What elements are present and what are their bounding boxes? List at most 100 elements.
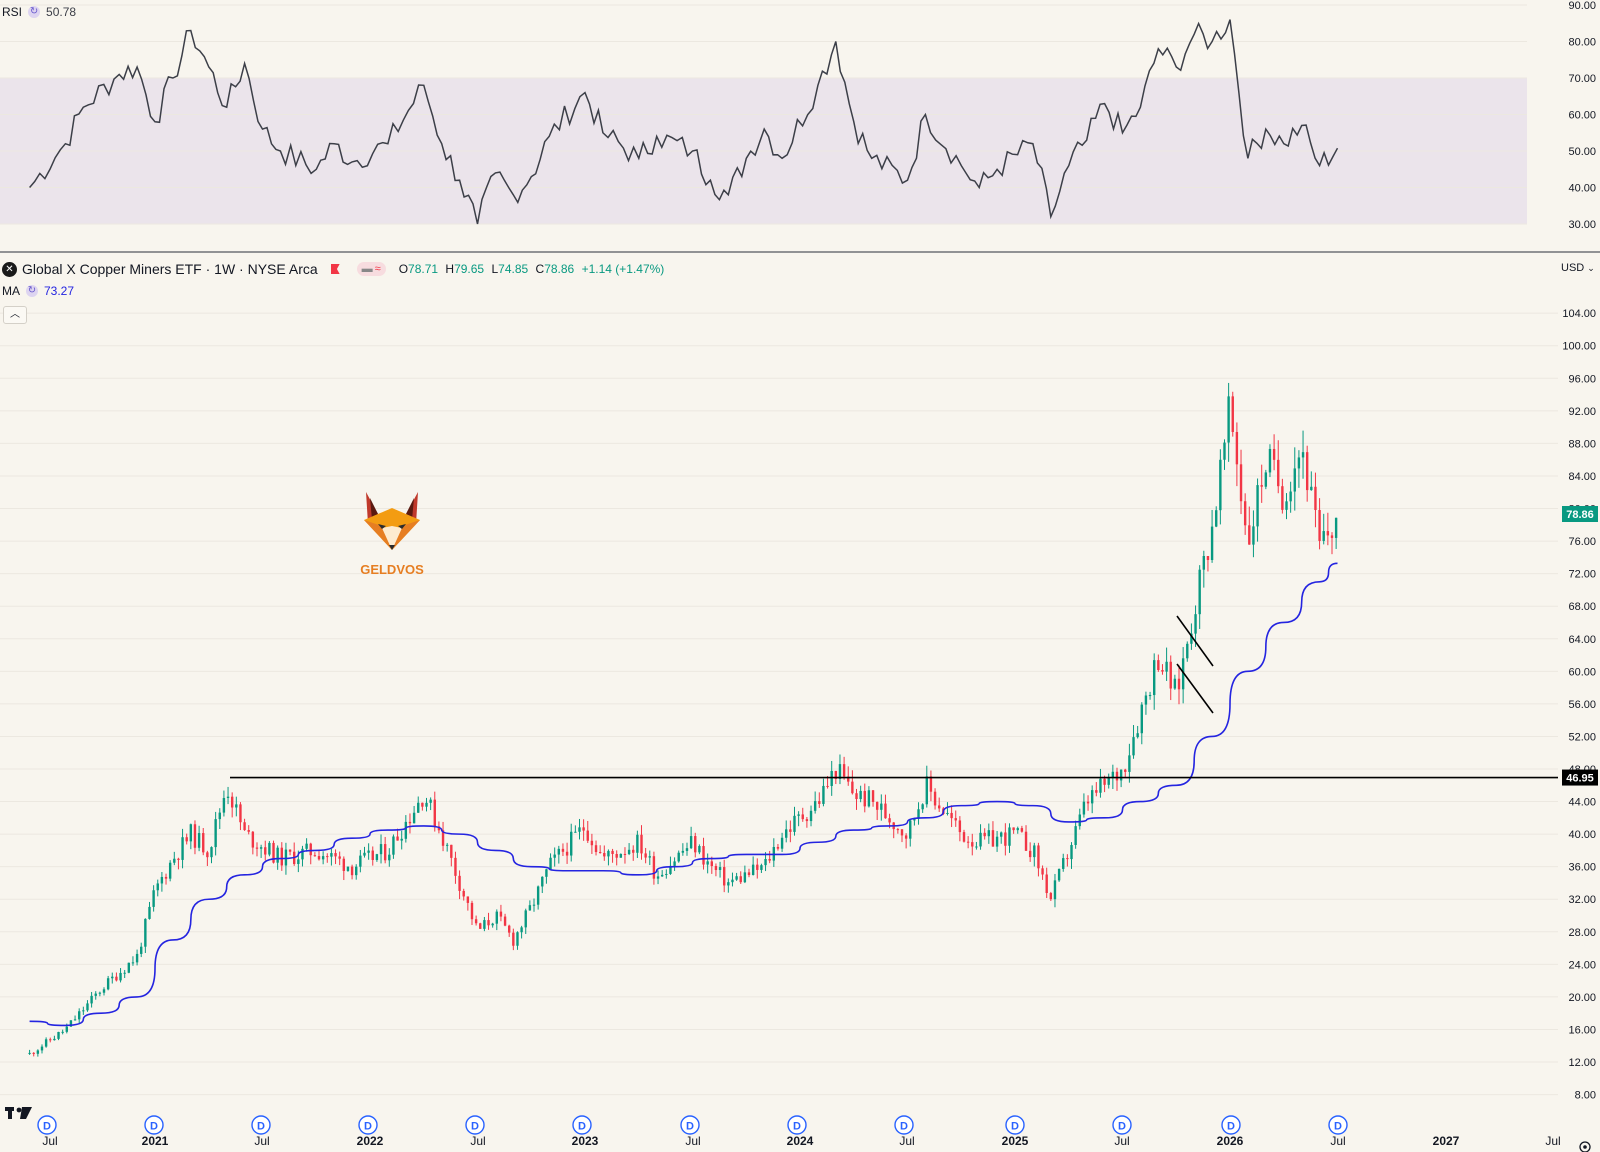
minus-icon[interactable]: ▬ <box>361 263 373 275</box>
candle-body <box>1070 844 1073 860</box>
indicator-toggle-pill[interactable]: ▬ ≈ <box>356 262 386 276</box>
candle-body <box>570 831 573 856</box>
candle-body <box>1256 485 1259 527</box>
candle-body <box>809 810 813 822</box>
dividend-marker-icon[interactable]: D <box>1221 1115 1241 1135</box>
last-price-badge <box>1562 506 1598 522</box>
candle-body <box>1161 669 1164 672</box>
candle-body <box>851 781 854 794</box>
tradingview-logo-icon[interactable] <box>5 1107 32 1119</box>
dividend-marker-icon[interactable]: D <box>144 1115 164 1135</box>
candle-body <box>727 882 730 886</box>
currency-select[interactable]: USD ⌄ <box>1561 262 1595 274</box>
ma-legend[interactable]: MA ↻ 73.27 <box>2 284 74 298</box>
candle-body <box>462 890 465 897</box>
candle-body <box>764 858 767 866</box>
candle-body <box>338 856 341 859</box>
flag-lower-trendline[interactable] <box>1176 663 1214 714</box>
candle-body <box>474 919 478 924</box>
candle-body <box>1202 555 1206 570</box>
candle-body <box>131 962 135 964</box>
candle-body <box>458 875 461 891</box>
candle-body <box>499 911 503 917</box>
price-legend[interactable]: ✕ Global X Copper Miners ETF · 1W · NYSE… <box>2 261 664 277</box>
candle-body <box>1198 569 1201 615</box>
dividend-marker-icon[interactable]: D <box>894 1115 914 1135</box>
candle-body <box>1041 868 1044 875</box>
x-tick-label: 2024 <box>787 1134 814 1148</box>
collapse-legend-button[interactable]: ︿ <box>3 306 27 324</box>
settings-gear-icon[interactable] <box>1579 1141 1591 1152</box>
candle-body <box>1239 464 1243 502</box>
candle-body <box>735 876 738 880</box>
x-tick-label: Jul <box>42 1134 57 1148</box>
candle-body <box>698 846 701 853</box>
candle-body <box>326 856 329 858</box>
candle-body <box>603 852 606 857</box>
candle-body <box>1157 660 1160 670</box>
symbol-title[interactable]: Global X Copper Miners ETF · 1W · NYSE A… <box>22 261 318 277</box>
candle-body <box>1264 472 1268 487</box>
candle-body <box>206 852 209 858</box>
candle-body <box>689 836 693 849</box>
candle-body <box>925 776 928 805</box>
wave-icon[interactable]: ≈ <box>374 263 381 275</box>
candle-body <box>1235 431 1239 465</box>
watermark-text: GELDVOS <box>360 562 424 577</box>
flag-icon[interactable] <box>330 264 340 274</box>
candle-body <box>77 1011 81 1020</box>
candle-body <box>1219 459 1222 511</box>
dividend-marker-label: D <box>793 1121 801 1133</box>
dividend-marker-icon[interactable]: D <box>787 1115 807 1135</box>
rsi-legend[interactable]: RSI ↻ 50.78 <box>2 5 76 19</box>
ma-refresh-icon[interactable]: ↻ <box>26 285 38 297</box>
candle-body <box>61 1031 64 1033</box>
candle-body <box>958 820 962 833</box>
candle-body <box>950 812 953 819</box>
dividend-marker-icon[interactable]: D <box>37 1115 57 1135</box>
candle-body <box>255 847 259 849</box>
dividend-marker-icon[interactable]: D <box>1005 1115 1025 1135</box>
rsi-refresh-icon[interactable]: ↻ <box>28 6 41 18</box>
candle-body <box>28 1052 31 1054</box>
flag-upper-trendline[interactable] <box>1176 615 1214 667</box>
candle-body <box>1334 517 1338 538</box>
candle-body <box>632 849 635 853</box>
price-y-axis: 104.00100.0096.0092.0088.0084.0080.0076.… <box>1562 308 1596 1101</box>
candle-body <box>859 790 862 800</box>
candle-body <box>1289 491 1292 502</box>
dividend-marker-icon[interactable]: D <box>680 1115 700 1135</box>
candle-body <box>946 812 949 814</box>
candle-body <box>722 867 726 886</box>
candle-body <box>813 801 817 811</box>
level-badge-text: 46.95 <box>1566 773 1594 785</box>
dividend-marker-icon[interactable]: D <box>465 1115 485 1135</box>
candle-body <box>57 1031 60 1039</box>
candle-body <box>652 856 656 879</box>
candle-body <box>193 824 197 848</box>
dividend-marker-icon[interactable]: D <box>1112 1115 1132 1135</box>
candle-body <box>1115 771 1119 781</box>
candle-body <box>1095 790 1098 793</box>
dividend-marker-icon[interactable]: D <box>251 1115 271 1135</box>
candle-body <box>524 910 527 928</box>
x-tick-label: Jul <box>254 1134 269 1148</box>
candle-body <box>1314 486 1317 511</box>
candle-body <box>1297 457 1301 469</box>
candle-body <box>65 1026 68 1032</box>
candle-body <box>586 830 589 841</box>
candle-body <box>983 832 986 837</box>
candle-body <box>1078 814 1081 827</box>
dividend-marker-icon[interactable]: D <box>572 1115 592 1135</box>
candle-body <box>49 1039 52 1041</box>
candle-body <box>747 872 751 876</box>
candle-body <box>1024 831 1028 851</box>
candle-body <box>611 850 614 854</box>
symbol-logo-icon[interactable]: ✕ <box>2 261 17 277</box>
candle-body <box>1090 790 1094 804</box>
candle-body <box>1124 769 1127 772</box>
dividend-marker-icon[interactable]: D <box>358 1115 378 1135</box>
dividend-marker-icon[interactable]: D <box>1328 1115 1348 1135</box>
candle-body <box>272 842 275 863</box>
candle-body <box>173 858 176 863</box>
